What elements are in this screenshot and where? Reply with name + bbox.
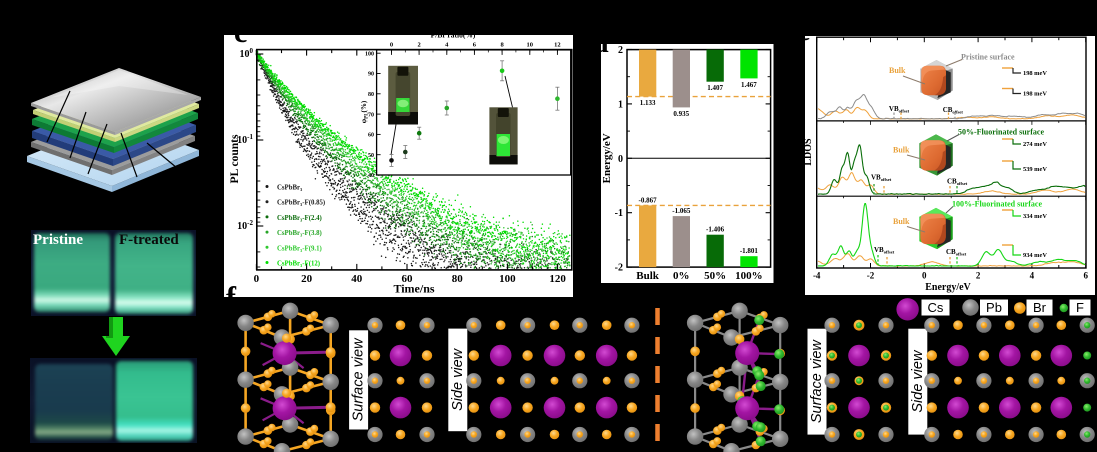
svg-text:Side view: Side view [450, 347, 466, 411]
svg-text:CsPbBr3-F(0.85): CsPbBr3-F(0.85) [277, 200, 325, 208]
svg-text:50%: 50% [704, 270, 726, 282]
svg-text:0: 0 [390, 42, 393, 49]
svg-text:274 meV: 274 meV [1023, 141, 1047, 148]
svg-text:120: 120 [549, 273, 566, 285]
svg-text:60: 60 [368, 133, 374, 139]
svg-text:10: 10 [527, 42, 534, 49]
svg-text:CBoffset: CBoffset [946, 248, 967, 257]
svg-text:20: 20 [301, 273, 313, 285]
svg-text:100: 100 [365, 51, 374, 57]
svg-text:Bulk: Bulk [636, 270, 660, 282]
svg-text:40: 40 [368, 173, 374, 179]
svg-text:-4: -4 [813, 271, 821, 281]
svg-text:Pb: Pb [986, 300, 1002, 315]
svg-text:CsPbBr3-F(2.4): CsPbBr3-F(2.4) [277, 215, 322, 223]
svg-text:Side view: Side view [910, 349, 926, 413]
svg-text:-2: -2 [867, 271, 875, 281]
svg-text:0: 0 [922, 271, 927, 281]
svg-text:50: 50 [368, 153, 374, 159]
svg-text:φPL(%): φPL(%) [360, 100, 370, 123]
svg-text:CBoffset: CBoffset [947, 178, 968, 187]
svg-text:334 meV: 334 meV [1023, 213, 1047, 220]
svg-text:Energy/eV: Energy/eV [601, 133, 613, 183]
svg-text:4: 4 [445, 42, 449, 49]
svg-text:-1.065: -1.065 [672, 207, 691, 215]
svg-text:6: 6 [473, 42, 477, 49]
svg-text:90: 90 [368, 72, 374, 78]
svg-text:CsPbBr3-F(3.8): CsPbBr3-F(3.8) [277, 230, 322, 238]
svg-text:80: 80 [368, 92, 374, 98]
svg-text:0: 0 [618, 154, 623, 165]
svg-text:100%-Fluorinated surface: 100%-Fluorinated surface [952, 200, 1042, 209]
svg-text:2: 2 [618, 45, 623, 56]
svg-text:Energy/eV: Energy/eV [925, 282, 971, 293]
svg-text:8: 8 [500, 42, 504, 49]
svg-text:VBoffset: VBoffset [889, 105, 910, 114]
svg-text:80: 80 [452, 273, 464, 285]
svg-text:CsPbBr3-F(12): CsPbBr3-F(12) [277, 261, 320, 269]
svg-text:-0.867: -0.867 [639, 196, 658, 204]
svg-text:Cs: Cs [928, 300, 944, 315]
svg-text:CBoffset: CBoffset [943, 106, 964, 115]
svg-text:40: 40 [351, 273, 363, 285]
svg-text:934 meV: 934 meV [1023, 252, 1047, 259]
svg-text:CsPbBr3: CsPbBr3 [277, 185, 303, 193]
svg-text:12: 12 [554, 42, 561, 49]
svg-text:2: 2 [976, 271, 981, 281]
svg-text:100%: 100% [735, 270, 763, 282]
svg-text:1.467: 1.467 [741, 81, 757, 89]
svg-text:100: 100 [499, 273, 516, 285]
svg-text:0: 0 [254, 273, 260, 285]
svg-text:Surface view: Surface view [351, 337, 367, 422]
svg-text:6: 6 [1083, 271, 1088, 281]
svg-text:Bulk: Bulk [889, 66, 906, 75]
svg-text:PL counts: PL counts [229, 134, 241, 183]
svg-text:Time/ns: Time/ns [393, 282, 434, 296]
svg-text:1: 1 [618, 99, 623, 110]
svg-text:-2: -2 [615, 263, 623, 274]
svg-text:60: 60 [402, 273, 414, 285]
svg-text:-1: -1 [615, 208, 623, 219]
svg-text:1.133: 1.133 [640, 99, 656, 107]
svg-text:LDOS: LDOS [803, 138, 814, 166]
svg-text:VBoffset: VBoffset [874, 246, 895, 255]
svg-text:70: 70 [368, 112, 374, 118]
svg-text:539 meV: 539 meV [1023, 166, 1047, 173]
svg-text:0%: 0% [673, 270, 690, 282]
svg-text:-1.406: -1.406 [706, 226, 725, 234]
svg-text:0.935: 0.935 [673, 110, 689, 118]
svg-text:Bulk: Bulk [893, 217, 910, 226]
svg-text:F/Br ratio(%): F/Br ratio(%) [431, 31, 476, 40]
svg-text:CsPbBr3-F(9.1): CsPbBr3-F(9.1) [277, 245, 322, 253]
svg-text:F: F [1076, 300, 1084, 315]
svg-text:2: 2 [417, 42, 420, 49]
svg-text:VBoffset: VBoffset [871, 174, 892, 183]
svg-text:1.407: 1.407 [707, 84, 723, 92]
svg-text:Br: Br [1033, 300, 1047, 315]
svg-text:50%-Fluorinated surface: 50%-Fluorinated surface [958, 128, 1044, 137]
svg-text:198 meV: 198 meV [1023, 91, 1047, 98]
svg-text:Surface view: Surface view [809, 339, 825, 424]
svg-text:198 meV: 198 meV [1023, 70, 1047, 77]
svg-text:4: 4 [1030, 271, 1035, 281]
svg-text:Pristine surface: Pristine surface [961, 53, 1015, 62]
svg-text:Bulk: Bulk [893, 146, 910, 155]
svg-text:-1.801: -1.801 [740, 247, 759, 255]
